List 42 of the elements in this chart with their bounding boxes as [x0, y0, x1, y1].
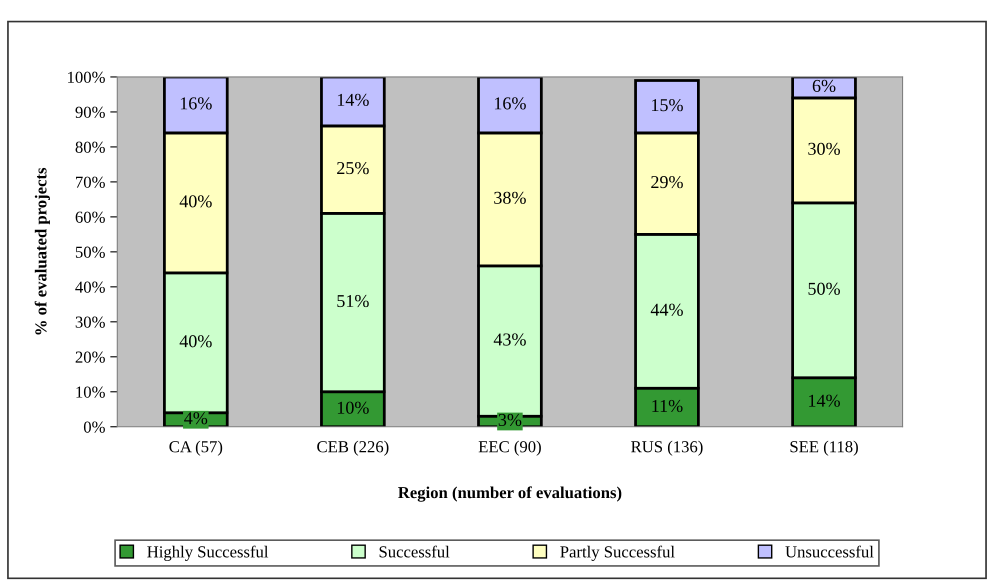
- data-label: 6%: [812, 80, 836, 92]
- data-label: 25%: [337, 162, 369, 174]
- data-label: 4%: [184, 412, 208, 424]
- legend-label: Partly Successful: [560, 546, 675, 561]
- x-axis-title: Region (number of evaluations): [398, 486, 622, 502]
- data-label: 11%: [652, 400, 683, 412]
- x-tick-label: RUS (136): [631, 440, 703, 456]
- data-label: 3%: [498, 414, 522, 426]
- y-tick-label: 100%: [68, 72, 105, 83]
- legend-label: Highly Successful: [147, 546, 268, 561]
- data-label: 16%: [494, 97, 526, 110]
- data-label: 29%: [651, 176, 683, 188]
- data-label: 30%: [808, 142, 840, 155]
- data-label: 51%: [337, 294, 369, 308]
- x-tick-label: EEC (90): [478, 440, 541, 456]
- data-label: 40%: [180, 335, 212, 348]
- data-label: 15%: [652, 99, 683, 112]
- y-tick-label: 80%: [76, 142, 105, 153]
- data-label: 16%: [180, 97, 212, 110]
- y-tick-label: 30%: [76, 316, 105, 328]
- y-tick-label: 70%: [76, 176, 105, 188]
- data-label: 10%: [338, 402, 369, 414]
- y-tick-label: 40%: [75, 282, 105, 293]
- y-tick-label: 10%: [76, 386, 105, 398]
- data-label: 14%: [338, 94, 369, 106]
- y-tick-label: 90%: [75, 106, 105, 118]
- legend-label: Successful: [380, 546, 450, 558]
- data-label: 40%: [180, 195, 212, 208]
- y-axis-title: % of evaluated projects: [34, 168, 50, 334]
- x-tick-label: CEB (226): [317, 440, 388, 456]
- data-label: 44%: [650, 304, 683, 316]
- data-label: 38%: [494, 192, 526, 204]
- x-tick-label: SEE (118): [790, 440, 858, 456]
- data-label: 50%: [808, 282, 840, 295]
- x-tick-label: CA (57): [169, 440, 222, 456]
- data-label: 43%: [494, 333, 526, 346]
- legend-label: Unsuccessful: [785, 546, 874, 558]
- y-tick-label: 0%: [84, 421, 105, 433]
- y-tick-label: 50%: [76, 246, 105, 258]
- y-tick-label: 20%: [76, 351, 105, 363]
- y-tick-label: 60%: [76, 212, 105, 223]
- data-label: 14%: [809, 394, 840, 407]
